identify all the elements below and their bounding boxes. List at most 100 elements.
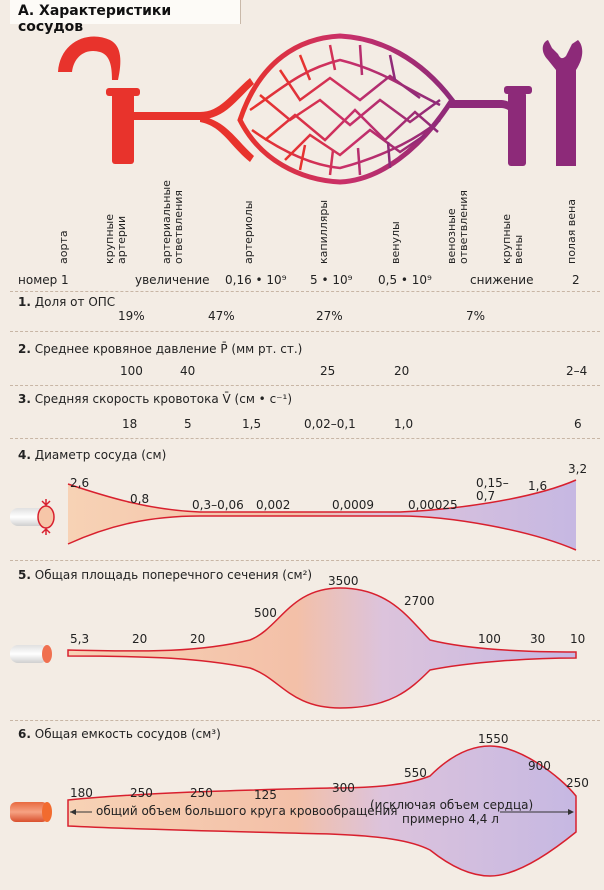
- label-aorta: аорта: [57, 230, 70, 264]
- divider: [10, 291, 600, 292]
- divider: [10, 385, 600, 386]
- section-5-number: 5.: [18, 568, 31, 582]
- label-capillaries: капилляры: [317, 199, 330, 264]
- section-4-heading: 4. Диаметр сосуда (см): [18, 448, 166, 462]
- row-number-capillaries: 5 • 10⁹: [310, 273, 353, 287]
- section-2-number: 2.: [18, 342, 31, 356]
- sec5-value-8: 30: [530, 632, 546, 646]
- sec2-value-4: 20: [394, 364, 410, 378]
- sec6-value-1: 180: [70, 786, 93, 800]
- row-number-label: номер 1: [18, 273, 69, 287]
- vessel-lumen-icon: [37, 505, 55, 529]
- header-large-veins: крупные вены: [500, 174, 526, 264]
- vein-branch: [450, 100, 520, 118]
- header-capillaries: капилляры: [317, 174, 331, 264]
- approx-volume-note: примерно 4,4 л: [402, 812, 499, 826]
- divider: [10, 560, 600, 561]
- sec6-value-9: 250: [566, 776, 589, 790]
- label-arterial-branches: артериальные ответвления: [160, 180, 185, 264]
- section-2-heading: 2. Среднее кровяное давление P̄ (мм рт. …: [18, 342, 302, 356]
- sec5-value-6: 2700: [404, 594, 435, 608]
- page-title: А. Характеристики сосудов: [18, 3, 172, 35]
- header-vena-cava: полая вена: [565, 174, 579, 264]
- sec5-value-5: 3500: [328, 574, 359, 588]
- capillary-bed-outline: [237, 33, 456, 185]
- section-3-title: Средняя скорость кровотока V̄ (см • с⁻¹): [34, 392, 292, 406]
- divider: [10, 331, 600, 332]
- area-fill: [67, 587, 577, 709]
- diameter-lower-outline: [67, 515, 577, 551]
- sec3-value-3: 1,5: [242, 417, 262, 431]
- vessel-end-icon-2: [42, 802, 52, 822]
- sec4-value-7: 0,15– 0,7: [476, 476, 509, 503]
- sec5-value-3: 20: [190, 632, 206, 646]
- sec2-value-2: 40: [180, 364, 196, 378]
- sec5-value-4: 500: [254, 606, 277, 620]
- arrow-left-icon: [70, 809, 76, 815]
- divider: [10, 438, 600, 439]
- sec5-value-9: 10: [570, 632, 586, 646]
- sec1-value-3: 27%: [316, 309, 343, 323]
- excluding-heart-note: (исключая объем сердца): [370, 798, 534, 812]
- vessel-tube-icon-2: [10, 645, 48, 663]
- volume-profile: [10, 745, 577, 877]
- sec6-value-7: 1550: [478, 732, 509, 746]
- sec3-value-6: 6: [574, 417, 582, 431]
- sec3-value-5: 1,0: [394, 417, 414, 431]
- row-number-venules: 0,5 • 10⁹: [378, 273, 432, 287]
- section-3-number: 3.: [18, 392, 31, 406]
- label-arterioles: артериолы: [242, 200, 255, 264]
- volume-fill: [67, 745, 577, 877]
- label-vena-cava: полая вена: [565, 199, 578, 264]
- header-arterioles: артериолы: [242, 174, 256, 264]
- section-1-heading: 1. Доля от ОПС: [18, 295, 115, 309]
- header-aorta: аорта: [57, 174, 71, 264]
- sec6-value-8: 900: [528, 759, 551, 773]
- vein-cap: [504, 86, 532, 94]
- section-2-title: Среднее кровяное давление P̄ (мм рт. ст.…: [34, 342, 303, 356]
- section-4-number: 4.: [18, 448, 31, 462]
- section-6-number: 6.: [18, 727, 31, 741]
- capillary-network: [249, 44, 441, 176]
- section-6-heading: 6. Общая емкость сосудов (см³): [18, 727, 221, 741]
- row-number-decrease: снижение: [470, 273, 534, 287]
- header-large-arteries: крупные артерии: [103, 174, 129, 264]
- sec1-value-2: 47%: [208, 309, 235, 323]
- sec4-value-3: 0,3–0,06: [192, 498, 244, 512]
- artery-branch-lower: [200, 116, 254, 162]
- sec6-value-2: 250: [130, 786, 153, 800]
- sec4-value-1: 2,6: [70, 476, 90, 490]
- section-4-title: Диаметр сосуда (см): [34, 448, 167, 462]
- label-large-arteries: крупные артерии: [103, 214, 128, 264]
- sec4-value-2: 0,8: [130, 492, 150, 506]
- sec6-value-3: 250: [190, 786, 213, 800]
- vena-cava-shape: [542, 40, 583, 166]
- sec3-value-4: 0,02–0,1: [304, 417, 356, 431]
- section-6-title: Общая емкость сосудов (см³): [34, 727, 221, 741]
- sec5-value-7: 100: [478, 632, 501, 646]
- sec5-value-1: 5,3: [70, 632, 90, 646]
- header-venules: венулы: [389, 174, 403, 264]
- vessel-end-icon: [42, 645, 52, 663]
- vein-trunk: [508, 92, 526, 166]
- sec1-value-1: 19%: [118, 309, 145, 323]
- sec1-value-4: 7%: [466, 309, 486, 323]
- sec6-value-6: 550: [404, 766, 427, 780]
- aortic-arch-shape: [58, 36, 121, 80]
- section-3-heading: 3. Средняя скорость кровотока V̄ (см • с…: [18, 392, 292, 406]
- diameter-upper-outline: [67, 479, 577, 513]
- sec3-value-1: 18: [122, 417, 138, 431]
- divider: [10, 720, 600, 721]
- label-venules: венулы: [389, 221, 402, 264]
- sec6-value-4: 125: [254, 788, 277, 802]
- aorta-trunk: [112, 92, 134, 164]
- header-arterial-branches: артериальные ответвления: [160, 174, 186, 264]
- row-number-increase: увеличение: [135, 273, 210, 287]
- row-number-vena-cava: 2: [572, 273, 580, 287]
- arrow-down-icon: [41, 499, 51, 507]
- diameter-profile: [10, 479, 577, 551]
- sec5-value-2: 20: [132, 632, 148, 646]
- sec4-value-4: 0,002: [256, 498, 291, 512]
